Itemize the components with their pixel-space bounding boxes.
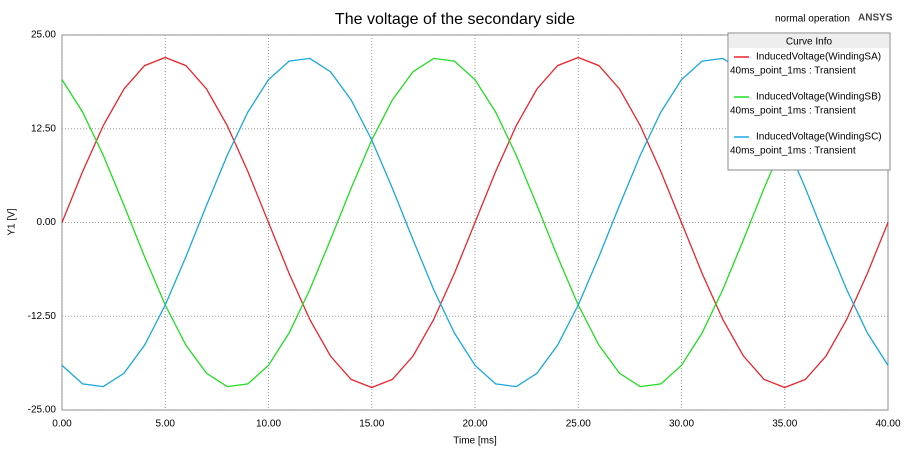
- y-tick-label: 25.00: [31, 30, 56, 41]
- x-tick-label: 10.00: [256, 419, 281, 430]
- legend-source: 40ms_point_1ms : Transient: [730, 66, 856, 77]
- legend-entry: InducedVoltage(WindingSC): [756, 132, 882, 143]
- x-tick-label: 25.00: [566, 419, 591, 430]
- y-axis-label: Y1 [V]: [7, 208, 18, 235]
- legend-entry: InducedVoltage(WindingSB): [756, 92, 881, 103]
- x-tick-label: 15.00: [359, 419, 384, 430]
- x-axis-label: Time [ms]: [453, 436, 497, 447]
- y-tick-label: -12.50: [28, 311, 57, 322]
- brand: ANSYS: [858, 13, 893, 24]
- legend-box: [727, 32, 891, 171]
- chart-title: The voltage of the secondary side: [335, 11, 575, 28]
- note: normal operation: [775, 14, 850, 25]
- x-tick-label: 35.00: [772, 419, 797, 430]
- x-tick-label: 30.00: [669, 419, 694, 430]
- x-tick-label: 40.00: [875, 419, 900, 430]
- y-tick-label: -25.00: [28, 405, 57, 416]
- series-line: [61, 56, 889, 389]
- legend-source: 40ms_point_1ms : Transient: [730, 146, 856, 157]
- legend-header: [729, 34, 889, 48]
- legend-title: Curve Info: [786, 37, 833, 48]
- y-tick-label: 12.50: [31, 123, 56, 134]
- series-line: [61, 57, 889, 388]
- x-tick-label: 0.00: [52, 419, 72, 430]
- legend-source: 40ms_point_1ms : Transient: [730, 106, 856, 117]
- legend-entry: InducedVoltage(WindingSA): [756, 52, 881, 63]
- y-tick-label: 0.00: [37, 217, 57, 228]
- x-tick-label: 5.00: [156, 419, 176, 430]
- x-tick-label: 20.00: [462, 419, 487, 430]
